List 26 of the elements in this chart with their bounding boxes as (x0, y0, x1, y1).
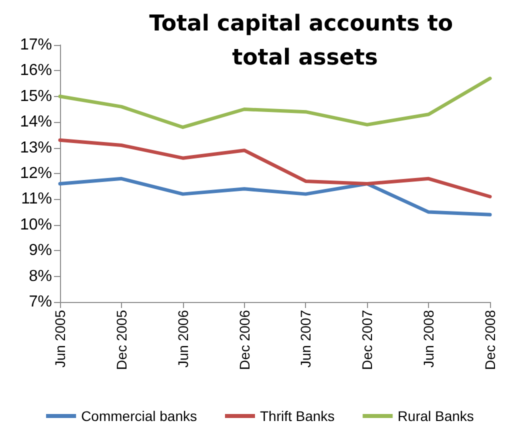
x-tick-label: Jun 2006 (174, 310, 191, 368)
y-tick-label: 14% (20, 114, 52, 131)
legend-label: Rural Banks (398, 408, 474, 424)
x-tick-label: Jun 2008 (420, 310, 437, 368)
x-tick-label: Dec 2007 (359, 310, 376, 370)
y-tick-label: 15% (20, 88, 52, 105)
chart-title: Total capital accounts to total assets (149, 12, 461, 70)
y-tick-label: 12% (20, 165, 52, 182)
x-tick-label: Dec 2008 (482, 310, 498, 370)
line-series (58, 138, 492, 198)
y-tick-label: 7% (28, 294, 52, 310)
line-series (58, 76, 492, 129)
x-tick-label: Dec 2006 (236, 310, 252, 370)
x-tick-label: Jun 2007 (298, 310, 314, 368)
y-tick-label: 11% (21, 190, 52, 208)
y-tick-label: 10% (20, 216, 52, 234)
legend-label: Commercial banks (81, 408, 198, 424)
x-tick-label: Dec 2005 (113, 310, 130, 370)
y-tick-label: 13% (20, 139, 52, 156)
y-tick-label: 17% (20, 36, 52, 54)
y-tick-label: 8% (28, 268, 52, 285)
x-tick-label: Jun 2005 (52, 310, 68, 368)
y-tick-label: 16% (20, 62, 52, 80)
y-tick-label: 9% (28, 242, 52, 260)
line-series (58, 176, 492, 216)
legend-label: Thrift Banks (260, 408, 335, 424)
